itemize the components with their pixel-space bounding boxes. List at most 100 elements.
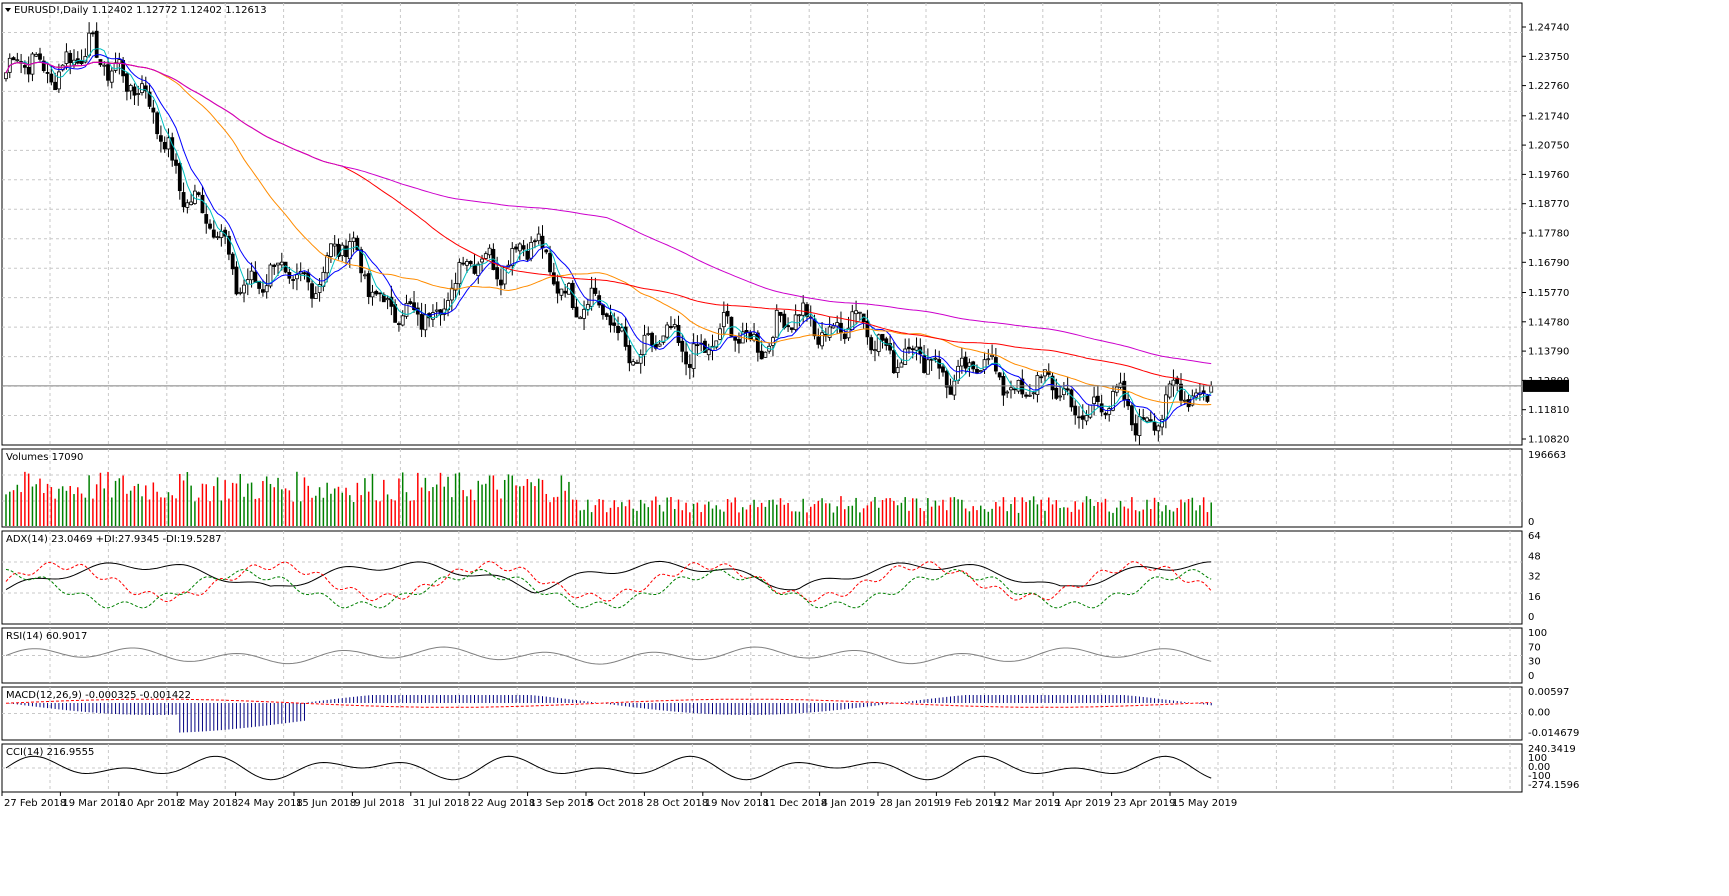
dropdown-triangle-icon	[5, 8, 11, 12]
panel-frame	[1, 530, 1523, 625]
candle-body	[204, 214, 209, 224]
candle-body	[1133, 423, 1138, 436]
candle-body	[857, 311, 862, 314]
candle-body	[888, 343, 892, 351]
candle-body	[941, 366, 945, 373]
candle-body	[959, 357, 964, 367]
candle-body	[657, 343, 662, 347]
candle-body	[483, 253, 488, 259]
candle-body	[155, 112, 160, 135]
candle-body	[53, 81, 58, 91]
candle-body	[925, 359, 930, 375]
adx-title: ADX(14) 23.0469 +DI:27.9345 -DI:19.5287	[6, 534, 222, 545]
candle-body	[948, 385, 953, 395]
candle-body	[106, 64, 110, 81]
candle-body	[38, 53, 42, 60]
candle-body	[714, 340, 719, 348]
candle-body	[1145, 417, 1149, 422]
candle-body	[457, 262, 462, 285]
candle-body	[876, 334, 881, 352]
candle-body	[1137, 416, 1142, 437]
y-tick-label: 48	[1528, 551, 1541, 562]
candle-body	[404, 302, 409, 317]
candle-body	[789, 327, 794, 330]
y-tick-label: 1.22760	[1528, 81, 1569, 92]
candle-body	[136, 93, 141, 95]
x-tick-label: 19 Mar 2018	[62, 798, 125, 809]
x-tick-label: 22 Aug 2018	[471, 798, 535, 809]
candle-body	[914, 346, 919, 351]
candle-body	[378, 292, 382, 295]
candle-body	[721, 312, 726, 328]
candle-body	[313, 293, 318, 299]
candle-body	[672, 324, 677, 328]
candle-body	[34, 53, 39, 57]
minus-di-line	[5, 560, 1212, 603]
candle-body	[347, 241, 352, 260]
x-tick-label: 2 May 2018	[179, 798, 238, 809]
y-tick-label: 1.13790	[1528, 347, 1569, 358]
candle-body	[521, 245, 526, 250]
candle-body	[1182, 399, 1187, 402]
candle-body	[15, 59, 20, 62]
candle-body	[1179, 383, 1183, 401]
candle-body	[351, 237, 356, 242]
candle-body	[880, 333, 885, 341]
candle-body	[317, 284, 322, 293]
candle-body	[510, 248, 515, 267]
candle-body	[1073, 405, 1078, 416]
cci-line	[5, 755, 1212, 781]
candle-body	[385, 298, 390, 301]
candle-body	[978, 370, 983, 373]
candle-body	[1084, 415, 1089, 422]
candle-body	[638, 354, 643, 364]
candle-body	[125, 73, 129, 92]
candle-body	[431, 312, 435, 320]
y-tick-label: -100	[1528, 771, 1551, 782]
candle-body	[94, 30, 99, 58]
candle-body	[11, 57, 16, 61]
candle-body	[952, 380, 957, 396]
candle-body	[582, 308, 586, 319]
candle-body	[113, 62, 118, 71]
x-tick-label: 19 Feb 2019	[938, 798, 1000, 809]
candle-body	[211, 229, 216, 238]
candle-body	[967, 362, 972, 367]
candle-body	[370, 291, 375, 298]
candle-body	[997, 372, 1002, 378]
candle-body	[234, 266, 239, 295]
candle-body	[842, 333, 847, 340]
candle-body	[1043, 369, 1047, 377]
y-tick-label: 0	[1528, 671, 1534, 682]
macd-signal-line	[5, 698, 1212, 708]
candle-body	[1012, 388, 1017, 391]
panel-cci	[1, 743, 1523, 793]
candle-body	[1156, 425, 1161, 432]
candle-body	[903, 348, 908, 365]
candle-body	[786, 325, 790, 327]
candle-body	[438, 309, 443, 316]
y-tick-label: 0	[1528, 517, 1534, 528]
candle-body	[22, 65, 27, 68]
candle-body	[990, 354, 994, 358]
candle-body	[472, 264, 477, 274]
panel-main	[1, 2, 1569, 446]
candle-body	[755, 332, 760, 353]
rsi-title: RSI(14) 60.9017	[6, 631, 87, 642]
candle-body	[393, 304, 398, 323]
panel-adx	[1, 530, 1523, 625]
candle-body	[102, 64, 107, 67]
candle-body	[227, 235, 231, 255]
y-tick-label: 70	[1528, 642, 1541, 653]
candle-body	[574, 306, 579, 318]
candle-body	[816, 336, 821, 345]
candle-body	[585, 304, 590, 310]
candle-body	[268, 264, 273, 287]
candle-body	[41, 60, 46, 72]
candle-body	[623, 326, 628, 347]
candle-body	[1167, 383, 1172, 398]
y-tick-label: 0.00597	[1528, 687, 1569, 698]
candle-body	[612, 322, 617, 326]
candle-body	[774, 309, 779, 338]
